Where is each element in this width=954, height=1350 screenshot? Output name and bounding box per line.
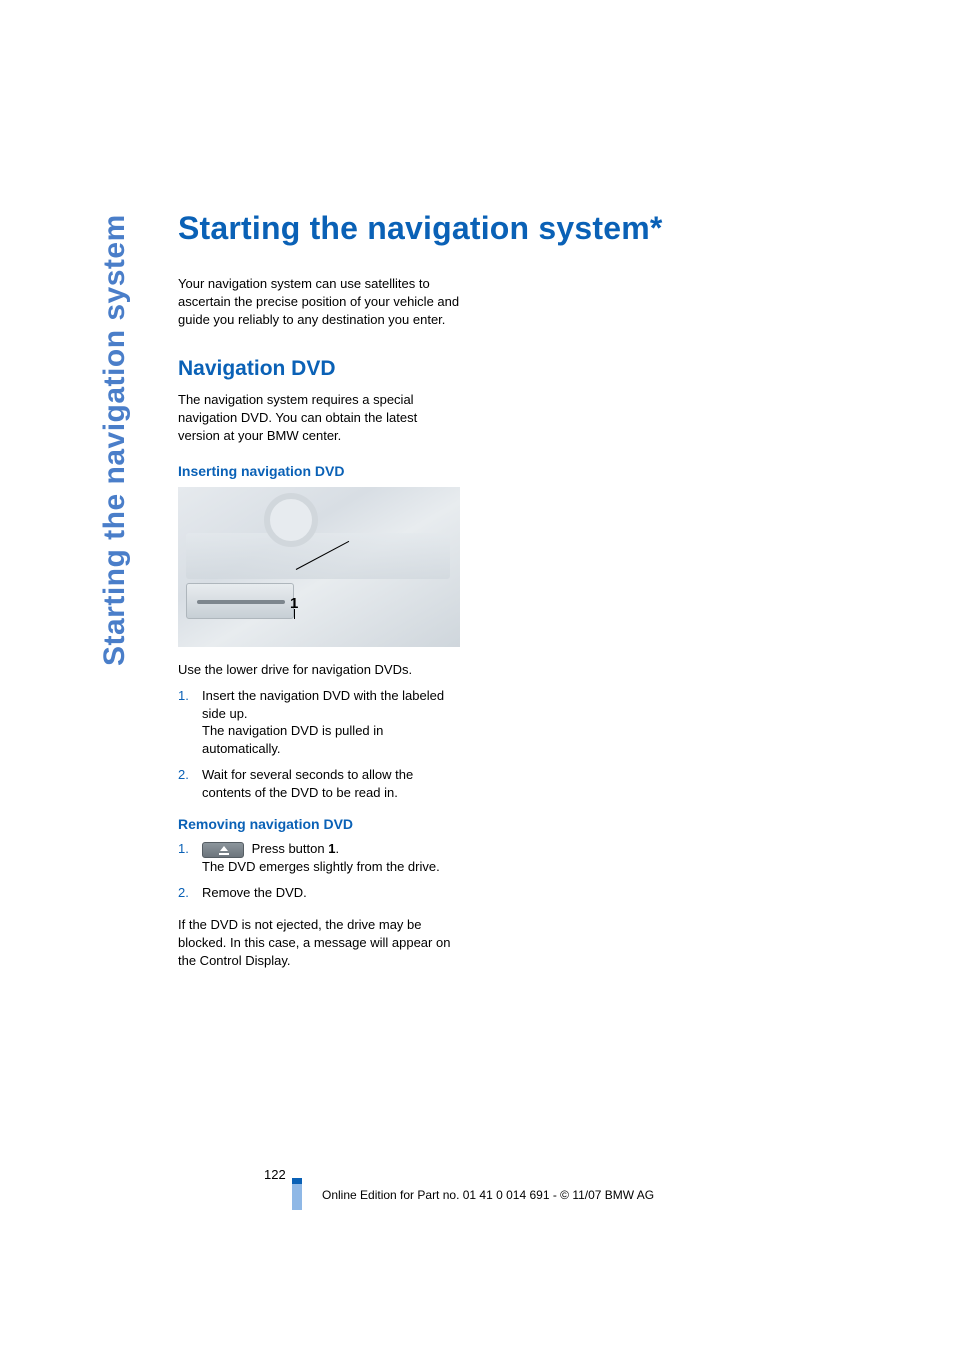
- step-number: 2.: [178, 884, 189, 902]
- dashboard-shape: [186, 533, 450, 579]
- step-text: The DVD emerges slightly from the drive.: [202, 859, 440, 874]
- step-text: The navigation DVD is pulled in automati…: [202, 723, 383, 756]
- list-item: 2. Remove the DVD.: [178, 884, 460, 902]
- closing-paragraph: If the DVD is not ejected, the drive may…: [178, 916, 460, 970]
- step-number: 2.: [178, 766, 189, 784]
- step-number: 1.: [178, 687, 189, 705]
- page-number: 122: [264, 1167, 286, 1182]
- section-paragraph: The navigation system requires a special…: [178, 391, 460, 445]
- intro-paragraph: Your navigation system can use satellite…: [178, 275, 460, 329]
- step-text: Press button: [248, 841, 328, 856]
- steering-wheel-shape: [264, 493, 318, 547]
- step-text: Insert the navigation DVD with the label…: [202, 688, 444, 721]
- step-text: Remove the DVD.: [202, 885, 307, 900]
- list-item: 1. Insert the navigation DVD with the la…: [178, 687, 460, 759]
- eject-icon: [202, 842, 244, 858]
- remove-steps-list: 1. Press button 1. The DVD emerges sligh…: [178, 840, 460, 902]
- list-item: 1. Press button 1. The DVD emerges sligh…: [178, 840, 460, 876]
- list-item: 2. Wait for several seconds to allow the…: [178, 766, 460, 802]
- footer-edition-line: Online Edition for Part no. 01 41 0 014 …: [322, 1188, 654, 1202]
- figure-caption: Use the lower drive for navigation DVDs.: [178, 661, 460, 679]
- subheading-inserting: Inserting navigation DVD: [178, 463, 460, 479]
- page-marker-light: [292, 1184, 302, 1210]
- page-title: Starting the navigation system*: [178, 210, 798, 247]
- step-number: 1.: [178, 840, 189, 858]
- step-text: Wait for several seconds to allow the co…: [202, 767, 413, 800]
- side-tab-label: Starting the navigation system: [98, 206, 138, 666]
- dvd-slot-shape: [186, 583, 294, 619]
- page-content: Starting the navigation system* Your nav…: [178, 210, 798, 988]
- subheading-removing: Removing navigation DVD: [178, 816, 460, 832]
- dvd-drive-figure: 1: [178, 487, 460, 647]
- insert-steps-list: 1. Insert the navigation DVD with the la…: [178, 687, 460, 803]
- callout-number: 1: [290, 595, 298, 612]
- left-column: Your navigation system can use satellite…: [178, 275, 460, 970]
- step-text: .: [335, 841, 339, 856]
- section-heading-nav-dvd: Navigation DVD: [178, 357, 460, 381]
